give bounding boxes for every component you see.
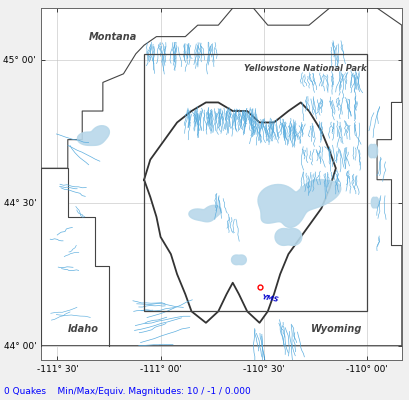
Text: YMS: YMS <box>261 294 279 303</box>
Polygon shape <box>231 255 246 265</box>
Polygon shape <box>144 102 335 323</box>
Text: 0 Quakes    Min/Max/Equiv. Magnitudes: 10 / -1 / 0.000: 0 Quakes Min/Max/Equiv. Magnitudes: 10 /… <box>4 387 250 396</box>
Text: Idaho: Idaho <box>67 324 99 334</box>
Polygon shape <box>371 197 378 208</box>
Text: Wyoming: Wyoming <box>310 324 362 334</box>
Text: Yellowstone National Park: Yellowstone National Park <box>243 64 365 72</box>
Polygon shape <box>41 8 401 346</box>
Polygon shape <box>274 228 301 245</box>
Polygon shape <box>189 205 220 222</box>
Polygon shape <box>77 126 109 146</box>
Polygon shape <box>367 144 377 158</box>
Bar <box>144 54 366 311</box>
Polygon shape <box>257 180 340 228</box>
Text: Montana: Montana <box>88 32 137 42</box>
Polygon shape <box>41 168 109 346</box>
